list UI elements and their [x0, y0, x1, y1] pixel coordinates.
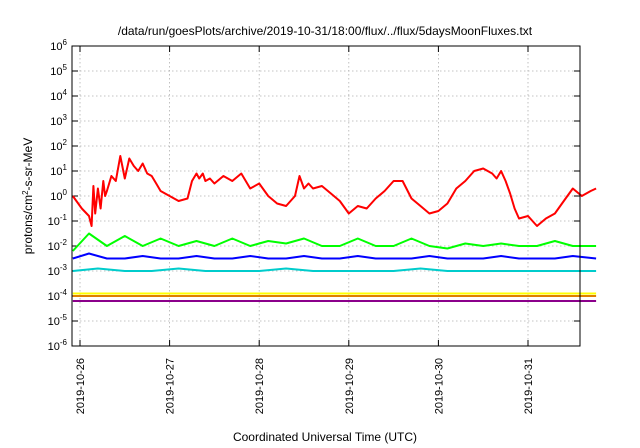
series-line-4 — [72, 267, 597, 272]
y-axis-label-base: protons/cm — [21, 195, 35, 254]
y-tick-base: 10 — [50, 116, 62, 128]
y-tick-exponent: 4 — [63, 88, 68, 97]
y-tick-base: 10 — [50, 66, 62, 78]
y-tick-base: 10 — [48, 241, 60, 253]
y-tick-exponent: -5 — [60, 313, 68, 322]
y-tick-label: 106 — [50, 38, 67, 53]
x-tick-label: 2019-10-28 — [254, 358, 266, 414]
y-tick-exponent: 5 — [63, 63, 68, 72]
y-tick-label: 104 — [50, 88, 67, 103]
y-tick-base: 10 — [50, 191, 62, 203]
x-tick-label: 2019-10-29 — [344, 358, 356, 414]
y-axis-label-sup: 2 — [21, 190, 30, 195]
y-tick-base: 10 — [50, 41, 62, 53]
y-tick-label: 10-1 — [48, 213, 68, 228]
y-tick-exponent: 3 — [63, 113, 68, 122]
y-tick-exponent: 0 — [63, 188, 68, 197]
y-tick-exponent: 1 — [63, 163, 68, 172]
y-tick-base: 10 — [48, 291, 60, 303]
plot-frame — [71, 45, 581, 347]
y-tick-label: 10-4 — [48, 288, 68, 303]
y-axis-label: protons/cm2-s-sr-MeV — [21, 138, 36, 254]
y-tick-label: 10-5 — [48, 313, 68, 328]
y-tick-label: 10-2 — [48, 238, 68, 253]
x-axis-label: Coordinated Universal Time (UTC) — [233, 430, 417, 444]
y-tick-label: 10-6 — [48, 338, 68, 353]
y-tick-label: 102 — [50, 138, 67, 153]
y-tick-base: 10 — [48, 266, 60, 278]
y-tick-label: 105 — [50, 63, 67, 78]
y-tick-label: 103 — [50, 113, 67, 128]
y-tick-base: 10 — [50, 166, 62, 178]
x-tick-label: 2019-10-26 — [75, 358, 87, 414]
x-tick-label: 2019-10-27 — [165, 358, 177, 414]
y-tick-base: 10 — [48, 216, 60, 228]
y-axis-ticks: 10-610-510-410-310-210-11001011021031041… — [48, 38, 580, 353]
series-line-2 — [72, 232, 597, 252]
series-line-1 — [71, 155, 597, 227]
y-tick-exponent: 2 — [63, 138, 68, 147]
y-tick-base: 10 — [50, 91, 62, 103]
x-tick-label: 2019-10-31 — [523, 358, 535, 414]
y-tick-exponent: -6 — [60, 338, 68, 347]
series-group — [71, 155, 597, 302]
y-tick-exponent: -4 — [60, 288, 68, 297]
y-tick-label: 101 — [50, 163, 67, 178]
y-tick-base: 10 — [48, 341, 60, 353]
y-tick-exponent: -3 — [60, 263, 68, 272]
chart-title: /data/run/goesPlots/archive/2019-10-31/1… — [118, 24, 533, 38]
y-tick-exponent: -2 — [60, 238, 68, 247]
x-axis-ticks: 2019-10-26 2019-10-27 2019-10-28 2019-10-29… — [75, 46, 535, 414]
y-tick-exponent: 6 — [63, 38, 68, 47]
x-tick-label: 2019-10-30 — [433, 358, 445, 414]
y-axis-label-rest: -s-sr-MeV — [21, 138, 35, 191]
series-line-3 — [72, 252, 597, 260]
y-tick-label: 100 — [50, 188, 67, 203]
y-tick-base: 10 — [48, 316, 60, 328]
y-tick-label: 10-3 — [48, 263, 68, 278]
y-tick-base: 10 — [50, 141, 62, 153]
y-tick-exponent: -1 — [60, 213, 68, 222]
